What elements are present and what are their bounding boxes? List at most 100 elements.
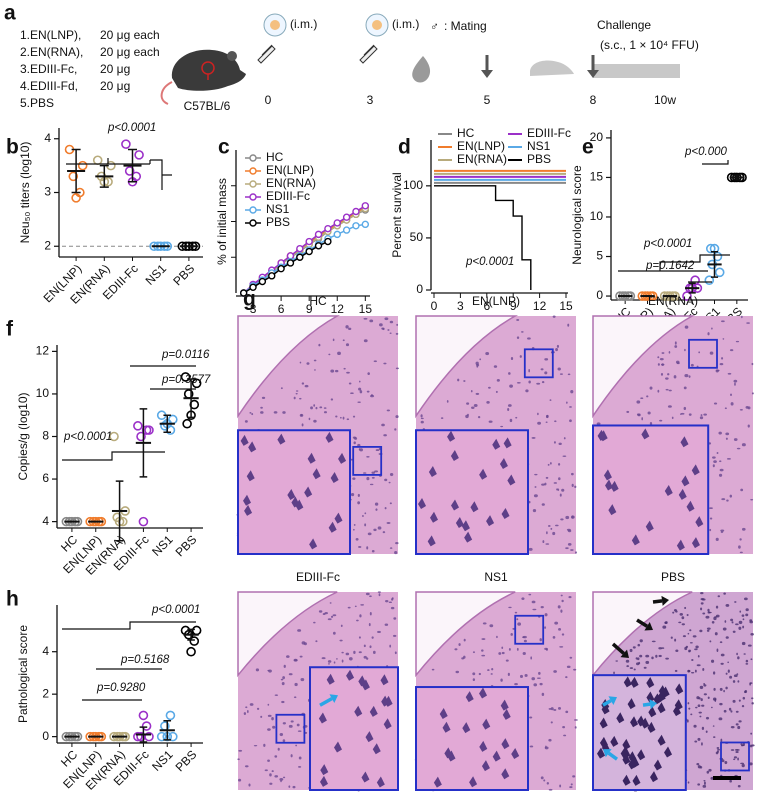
legend-label: PBS xyxy=(527,152,551,166)
decoration xyxy=(272,725,276,729)
decoration xyxy=(492,750,501,762)
decoration xyxy=(280,678,284,681)
decoration xyxy=(246,470,255,482)
decoration xyxy=(501,507,510,519)
marker xyxy=(249,283,257,291)
decoration xyxy=(603,749,612,758)
decoration xyxy=(516,381,521,384)
decoration xyxy=(702,160,729,165)
decoration xyxy=(545,476,549,479)
decoration xyxy=(330,369,335,373)
decoration xyxy=(489,624,494,628)
decoration xyxy=(307,452,316,464)
marker xyxy=(305,237,313,246)
decoration xyxy=(350,392,354,395)
decoration xyxy=(574,485,577,489)
decoration xyxy=(749,682,752,686)
histology-image xyxy=(592,315,754,556)
decoration xyxy=(720,738,723,742)
decoration xyxy=(745,608,749,612)
decoration xyxy=(740,743,743,746)
decoration xyxy=(428,466,437,478)
data-point xyxy=(714,267,725,278)
error-bar xyxy=(710,251,719,278)
decoration xyxy=(655,654,658,658)
decoration xyxy=(696,664,701,667)
decoration xyxy=(610,480,619,492)
decoration xyxy=(394,428,397,431)
decoration xyxy=(473,403,478,407)
decoration xyxy=(66,158,150,165)
decoration xyxy=(369,645,372,649)
decoration xyxy=(750,732,753,735)
group-name: 5.PBS xyxy=(20,96,54,110)
decoration xyxy=(734,382,736,386)
decoration xyxy=(277,433,286,445)
decoration xyxy=(450,450,459,462)
decoration xyxy=(495,390,498,394)
decoration xyxy=(706,629,710,632)
decoration xyxy=(287,488,296,500)
p-value: p=0.9280 xyxy=(96,682,146,694)
decoration xyxy=(333,661,336,664)
decoration xyxy=(327,663,331,665)
decoration xyxy=(150,159,172,190)
data-point xyxy=(189,636,200,646)
decoration xyxy=(689,629,692,632)
decoration xyxy=(511,748,520,760)
decoration xyxy=(630,676,639,688)
decoration xyxy=(556,344,560,348)
x-tick-label: 0 xyxy=(431,299,438,313)
decoration xyxy=(295,499,304,511)
decoration xyxy=(702,668,705,671)
decoration xyxy=(364,523,367,527)
decoration xyxy=(532,509,537,513)
decoration xyxy=(507,404,512,407)
decoration xyxy=(505,659,509,662)
decoration xyxy=(539,638,542,642)
decoration xyxy=(738,620,743,625)
decoration xyxy=(545,421,548,424)
y-tick-label: 0 xyxy=(416,282,423,296)
decoration xyxy=(646,677,655,689)
decoration xyxy=(293,696,297,699)
decoration xyxy=(244,765,249,768)
decoration xyxy=(724,620,727,623)
decoration xyxy=(479,468,488,480)
decoration xyxy=(366,390,370,393)
decoration xyxy=(561,488,565,492)
data-point xyxy=(121,139,131,149)
decoration xyxy=(327,660,332,663)
decoration xyxy=(313,404,316,407)
decoration xyxy=(727,669,730,673)
decoration xyxy=(358,380,361,383)
decoration xyxy=(548,788,553,791)
decoration xyxy=(709,351,714,355)
decoration xyxy=(736,447,741,450)
image-title: PBS xyxy=(661,570,685,584)
decoration xyxy=(243,494,252,506)
decoration xyxy=(611,642,625,655)
decoration xyxy=(557,706,562,710)
decoration xyxy=(719,641,723,644)
decoration xyxy=(248,441,257,453)
decoration xyxy=(342,416,345,420)
decoration xyxy=(684,374,689,378)
legend-swatch xyxy=(249,154,257,162)
decoration xyxy=(319,697,333,707)
decoration xyxy=(675,610,678,613)
decoration xyxy=(730,710,733,713)
decoration xyxy=(372,650,376,655)
decoration xyxy=(328,353,331,356)
decoration xyxy=(275,713,306,744)
decoration xyxy=(507,672,510,677)
decoration xyxy=(282,411,286,414)
decoration xyxy=(596,422,601,426)
decoration xyxy=(651,656,654,660)
decoration xyxy=(700,607,703,611)
decoration xyxy=(720,653,725,657)
decoration xyxy=(470,501,479,513)
decoration xyxy=(392,634,397,637)
decoration xyxy=(323,407,327,409)
decoration xyxy=(301,423,304,427)
